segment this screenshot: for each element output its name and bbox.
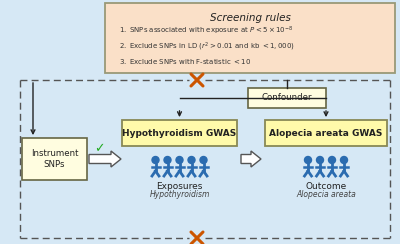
Circle shape [328, 156, 336, 163]
Circle shape [316, 156, 324, 163]
Text: Alopecia areata GWAS: Alopecia areata GWAS [269, 129, 383, 138]
Circle shape [188, 156, 195, 163]
Circle shape [200, 156, 207, 163]
Circle shape [152, 156, 159, 163]
Circle shape [164, 156, 171, 163]
Polygon shape [89, 151, 121, 167]
Text: Exposures: Exposures [156, 182, 203, 191]
Text: 3. Exclude SNPs with F-statistic $< 10$: 3. Exclude SNPs with F-statistic $< 10$ [119, 57, 251, 66]
Text: ✓: ✓ [94, 142, 104, 155]
Circle shape [176, 156, 183, 163]
Bar [265, 120, 387, 146]
Text: Instrument
SNPs: Instrument SNPs [31, 149, 78, 169]
Text: 2. Exclude SNPs in LD ($r^{2} > 0.01$ and kb $< 1,000$): 2. Exclude SNPs in LD ($r^{2} > 0.01$ an… [119, 41, 295, 53]
Text: Confounder: Confounder [262, 93, 312, 102]
Text: Outcome: Outcome [305, 182, 347, 191]
Circle shape [340, 156, 348, 163]
Bar [248, 88, 326, 108]
Text: 1. SNPs associated with exposure at $P < 5\times10^{-8}$: 1. SNPs associated with exposure at $P <… [119, 25, 294, 37]
Text: Hypothyroidism GWAS: Hypothyroidism GWAS [122, 129, 237, 138]
Bar [105, 3, 395, 73]
Polygon shape [241, 151, 261, 167]
Bar [122, 120, 237, 146]
Bar [22, 138, 87, 180]
Circle shape [304, 156, 312, 163]
Text: Alopecia areata: Alopecia areata [296, 190, 356, 199]
Text: Hypothyroidism: Hypothyroidism [149, 190, 210, 199]
Text: Screening rules: Screening rules [210, 13, 290, 23]
